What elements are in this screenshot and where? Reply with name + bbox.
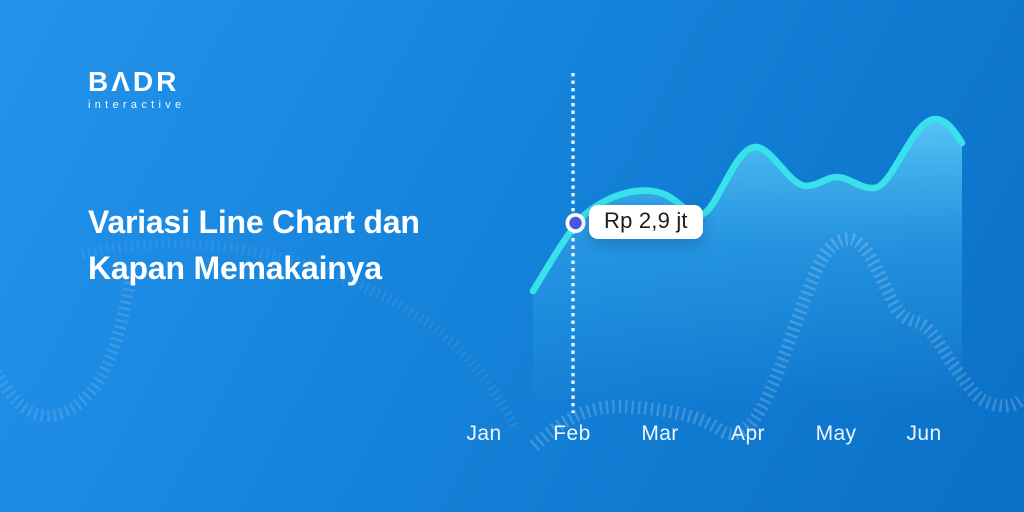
title-line-1: Variasi Line Chart dan [88, 204, 420, 240]
brand-tagline: interactive [88, 99, 186, 111]
x-axis-label-may: May [815, 422, 857, 445]
data-tooltip: Rp 2,9 jt [589, 205, 703, 239]
data-point-marker [565, 213, 586, 233]
ribbon-decoration-chart [529, 232, 1024, 451]
ribbon-decoration-title-arc [80, 238, 521, 433]
ribbon-decoration-bottom-left [0, 274, 137, 422]
x-axis-label-jun: Jun [906, 422, 942, 445]
brand-name: BΛDR [88, 66, 180, 97]
x-axis-label-jan: Jan [466, 422, 502, 445]
brand-logo: BΛDR interactive [88, 68, 185, 111]
marker-dot [569, 216, 582, 230]
trend-line [529, 115, 966, 295]
x-axis-label-apr: Apr [731, 422, 765, 445]
title-line-2: Kapan Memakainya [88, 250, 382, 286]
x-axis-label-feb: Feb [553, 422, 591, 445]
page-title: Variasi Line Chart dan Kapan Memakainya [88, 199, 420, 291]
x-axis-label-mar: Mar [641, 422, 679, 445]
